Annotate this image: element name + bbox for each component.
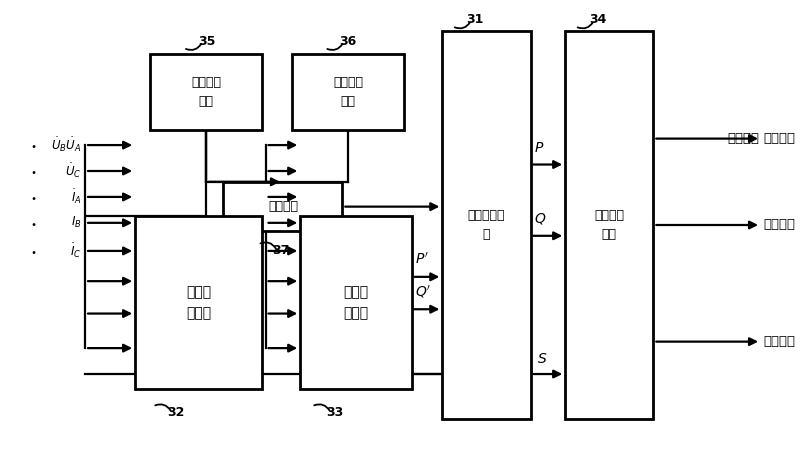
Text: $\bullet$: $\bullet$ (30, 192, 36, 202)
Text: 电能计量
模块: 电能计量 模块 (594, 209, 624, 241)
Bar (293, 54, 404, 130)
Text: 33: 33 (326, 406, 343, 419)
Text: 有功电能: 有功电能 (763, 132, 795, 145)
Text: 无功电能: 无功电能 (763, 219, 795, 231)
Text: $\bullet$: $\bullet$ (30, 246, 36, 256)
Text: 32: 32 (167, 406, 185, 419)
Text: 错相纠
错模块: 错相纠 错模块 (186, 285, 211, 320)
Text: 31: 31 (466, 14, 484, 26)
Text: $\mathit{S}$: $\mathit{S}$ (537, 352, 547, 366)
Bar (442, 31, 530, 419)
Text: $\mathit{\dot{I}}_{\mathit{C}}$: $\mathit{\dot{I}}_{\mathit{C}}$ (70, 242, 82, 260)
Bar (565, 31, 654, 419)
Text: 功率计
量模块: 功率计 量模块 (343, 285, 369, 320)
Text: $\bullet$: $\bullet$ (30, 218, 36, 228)
Text: $\mathit{\dot{U}}_{\mathit{B}}\mathit{\dot{U}}_{\mathit{A}}$: $\mathit{\dot{U}}_{\mathit{B}}\mathit{\d… (50, 136, 82, 154)
Bar (150, 54, 262, 130)
Text: $\bullet$: $\bullet$ (30, 166, 36, 176)
Text: 幅度检测
模块: 幅度检测 模块 (191, 76, 221, 108)
Bar (223, 182, 342, 231)
Text: 视在电能: 视在电能 (763, 335, 795, 348)
Text: $\mathit{I}_{\mathit{B}}$: $\mathit{I}_{\mathit{B}}$ (70, 215, 82, 230)
Text: 36: 36 (339, 35, 357, 48)
Bar (300, 216, 411, 389)
Text: $\mathit{Q'}$: $\mathit{Q'}$ (415, 284, 432, 300)
Text: 有功电能: 有功电能 (727, 132, 759, 145)
Text: 35: 35 (198, 35, 215, 48)
Text: $\mathit{\dot{U}}_{\mathit{C}}$: $\mathit{\dot{U}}_{\mathit{C}}$ (65, 162, 82, 180)
Text: 34: 34 (590, 14, 607, 26)
Text: 反向纠错模
块: 反向纠错模 块 (468, 209, 505, 241)
Bar (135, 216, 262, 389)
Text: 通信模块: 通信模块 (268, 200, 298, 213)
Text: 37: 37 (272, 244, 290, 257)
Text: 角度测量
模块: 角度测量 模块 (333, 76, 363, 108)
Text: $\mathit{P}$: $\mathit{P}$ (534, 140, 545, 154)
Text: $\mathit{Q}$: $\mathit{Q}$ (534, 212, 546, 226)
Text: $\mathit{\dot{I}}_{\mathit{A}}$: $\mathit{\dot{I}}_{\mathit{A}}$ (70, 188, 82, 206)
Text: $\mathit{P'}$: $\mathit{P'}$ (415, 252, 430, 267)
Text: $\bullet$: $\bullet$ (30, 140, 36, 150)
